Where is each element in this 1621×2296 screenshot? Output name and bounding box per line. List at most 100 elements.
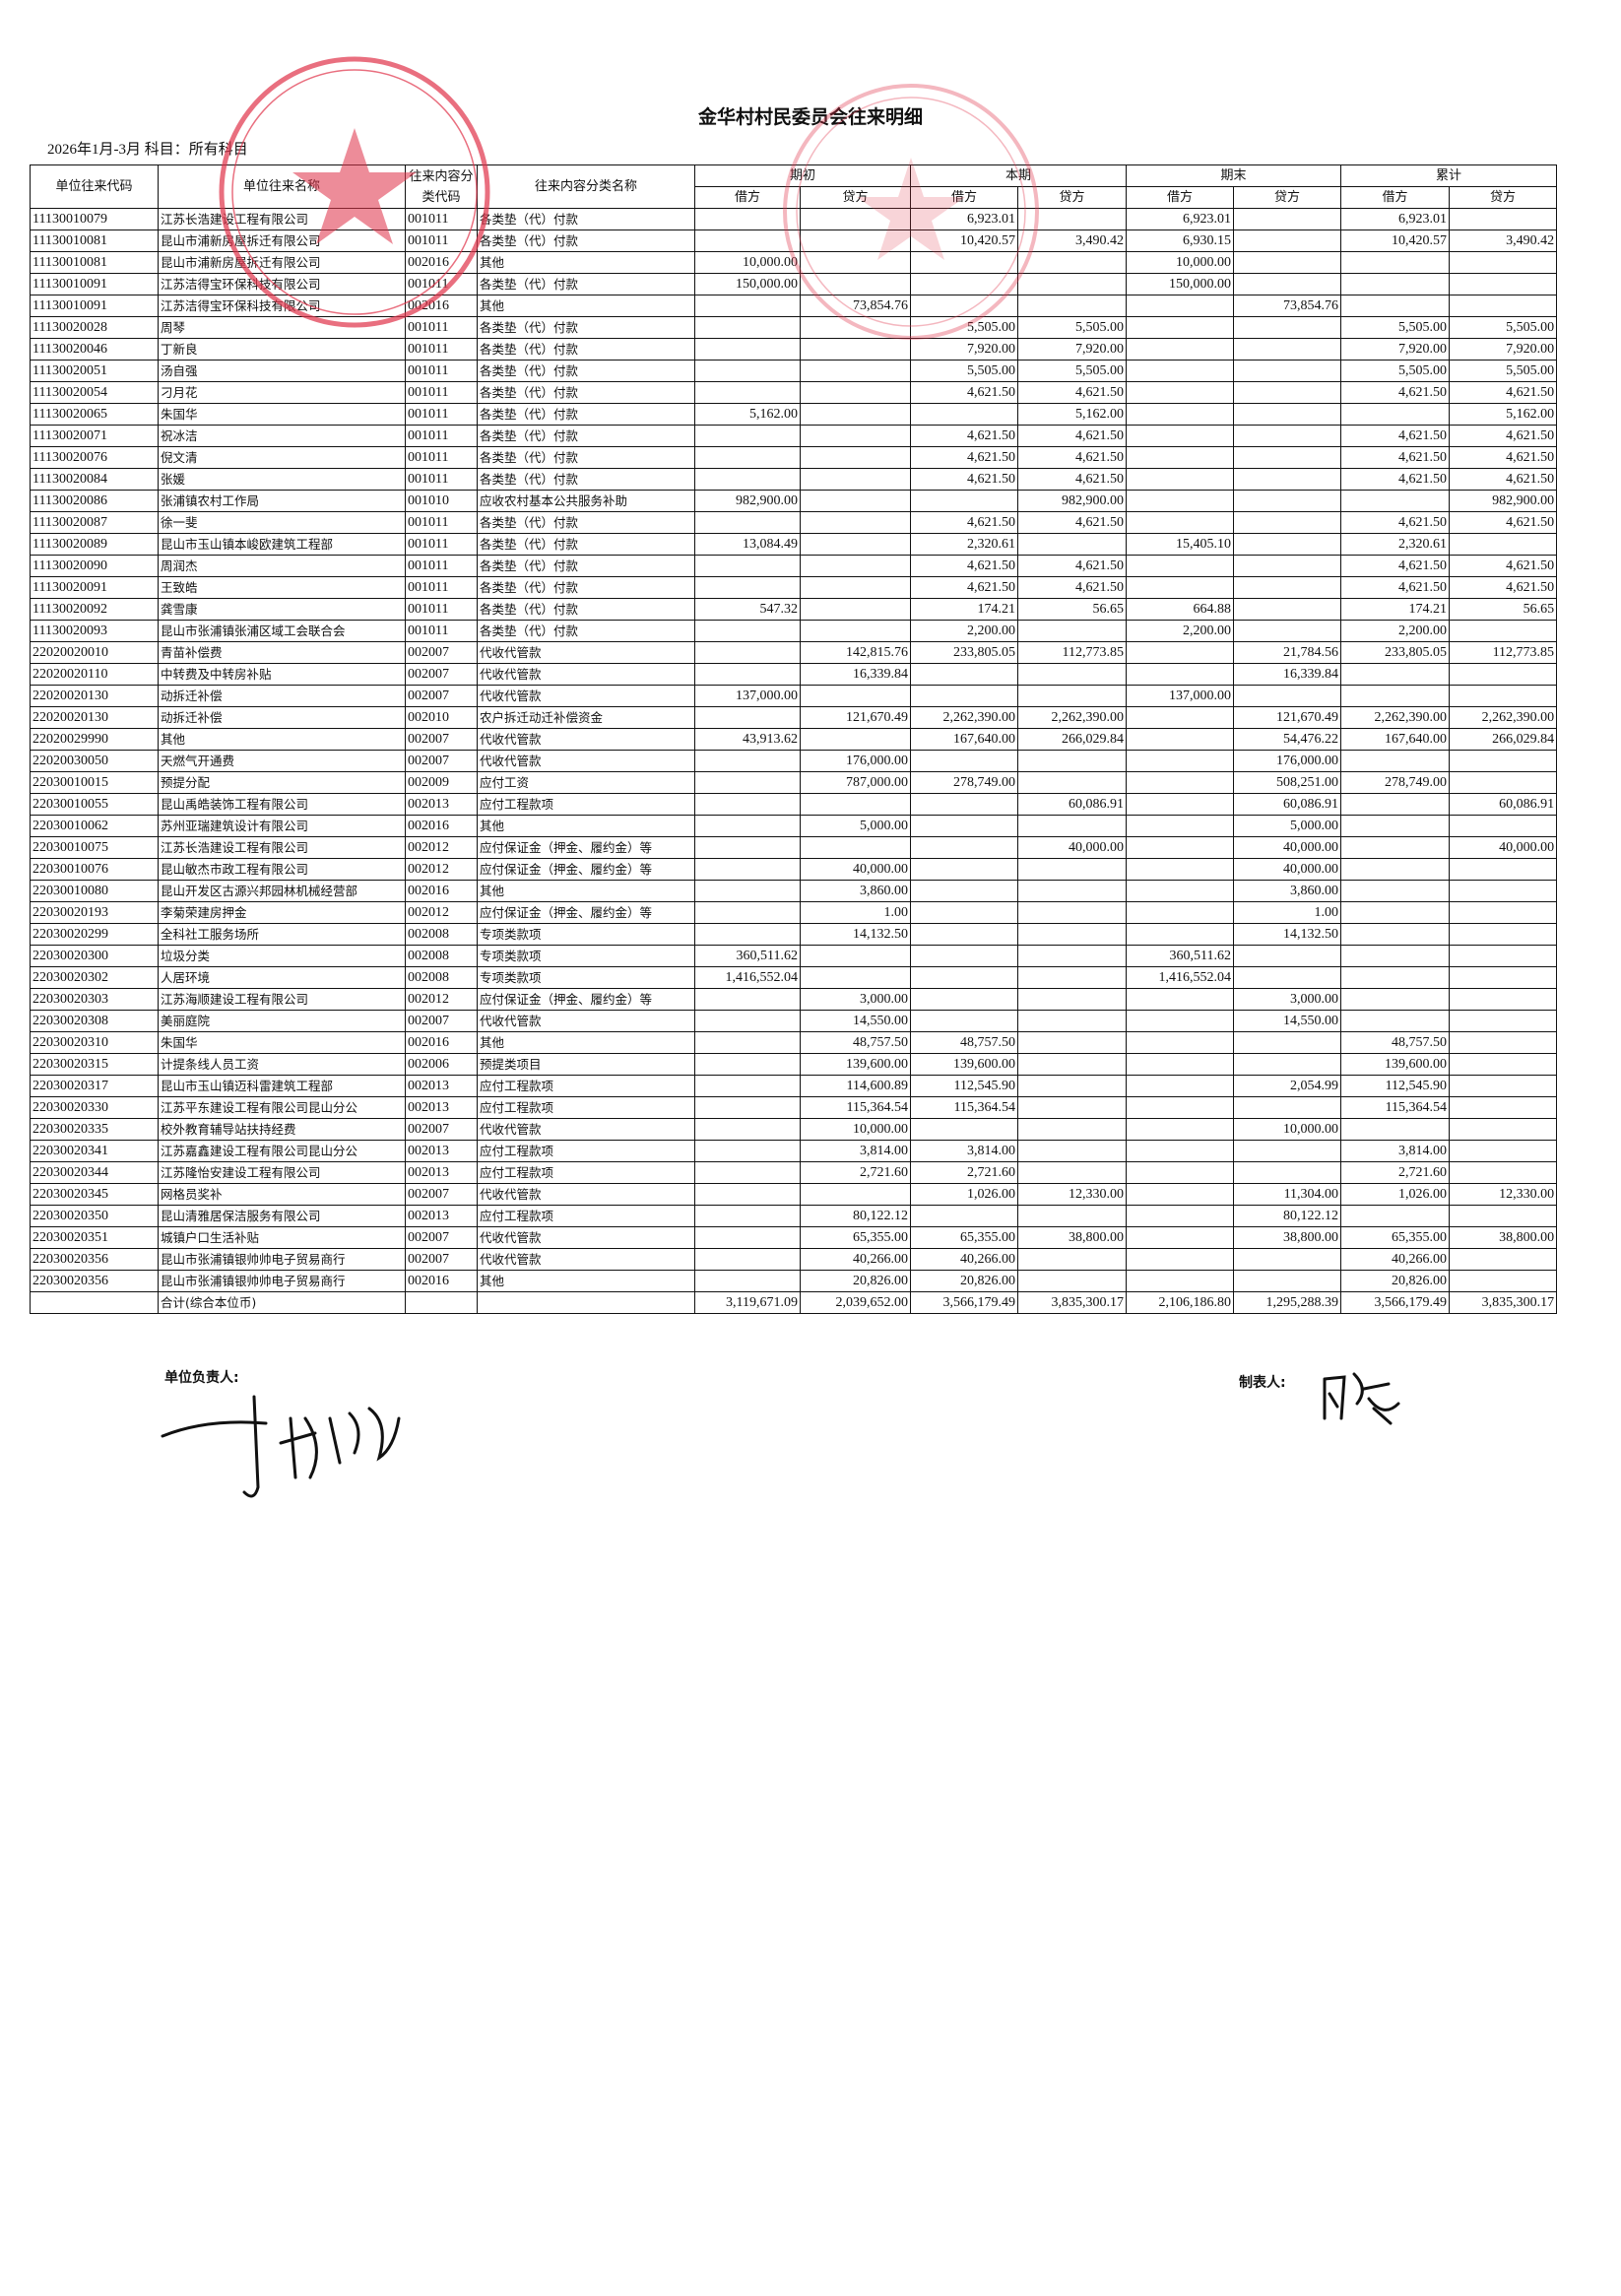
current-credit-cell: 4,621.50 [1017, 511, 1128, 534]
cumulative-debit-cell [1340, 251, 1451, 274]
cumulative-credit-cell [1449, 273, 1558, 295]
category-name-cell: 代收代管款 [477, 1183, 695, 1206]
category-code-cell: 002016 [405, 295, 478, 317]
closing-credit-cell: 3,860.00 [1233, 880, 1342, 902]
current-debit-cell: 2,721.60 [910, 1161, 1019, 1184]
current-debit-cell: 48,757.50 [910, 1031, 1019, 1054]
category-code-cell: 002007 [405, 1248, 478, 1271]
cumulative-credit-cell [1449, 988, 1558, 1011]
opening-credit-cell: 787,000.00 [799, 771, 912, 794]
opening-debit-cell [694, 706, 801, 729]
category-name-cell: 代收代管款 [477, 641, 695, 664]
opening-debit-cell [694, 815, 801, 837]
code-cell: 22030010076 [30, 858, 159, 881]
closing-credit-cell [1233, 533, 1342, 556]
opening-credit-cell: 139,600.00 [799, 1053, 912, 1076]
current-debit-cell: 4,621.50 [910, 468, 1019, 491]
category-name-cell: 应付工程款项 [477, 1075, 695, 1097]
closing-credit-cell [1233, 446, 1342, 469]
category-code-cell: 002013 [405, 1096, 478, 1119]
header-category-code: 往来内容分类代码 [405, 164, 478, 209]
category-name-cell: 各类垫（代）付款 [477, 381, 695, 404]
code-cell: 22030020356 [30, 1270, 159, 1292]
table-row: 22030010055 昆山禹皓装饰工程有限公司 002013 应付工程款项 60,08… [30, 793, 1558, 816]
current-credit-cell [1017, 295, 1128, 317]
current-credit-cell [1017, 771, 1128, 794]
current-debit-cell: 278,749.00 [910, 771, 1019, 794]
opening-debit-cell [694, 641, 801, 664]
current-debit-cell [910, 685, 1019, 707]
current-debit-cell [910, 1010, 1019, 1032]
closing-credit-cell [1233, 403, 1342, 426]
category-name-cell: 其他 [477, 815, 695, 837]
code-cell: 11130020093 [30, 620, 159, 642]
category-code-cell: 001011 [405, 381, 478, 404]
current-credit-cell: 4,621.50 [1017, 555, 1128, 577]
name-cell: 汤自强 [158, 360, 406, 382]
category-code-cell: 001011 [405, 316, 478, 339]
period-subject: 2026年1月-3月 科目：所有科目 [47, 142, 248, 158]
code-cell: 22030020317 [30, 1075, 159, 1097]
cumulative-debit-cell: 4,621.50 [1340, 446, 1451, 469]
category-code-cell: 002013 [405, 1075, 478, 1097]
current-credit-cell: 2,262,390.00 [1017, 706, 1128, 729]
table-row: 11130020076 倪文清 001011 各类垫（代）付款 4,621.50 4,62… [30, 446, 1558, 469]
current-debit-cell: 2,320.61 [910, 533, 1019, 556]
cumulative-debit-cell: 2,320.61 [1340, 533, 1451, 556]
code-cell: 11130020076 [30, 446, 159, 469]
opening-debit-cell [694, 1053, 801, 1076]
name-cell: 天燃气开通费 [158, 750, 406, 772]
opening-debit-cell [694, 1010, 801, 1032]
current-credit-cell: 4,621.50 [1017, 468, 1128, 491]
total-opening-debit: 3,119,671.09 [694, 1291, 801, 1314]
code-cell: 22030020350 [30, 1205, 159, 1227]
current-debit-cell: 4,621.50 [910, 446, 1019, 469]
category-code-cell: 001011 [405, 360, 478, 382]
cumulative-credit-cell: 40,000.00 [1449, 836, 1558, 859]
current-credit-cell [1017, 620, 1128, 642]
cumulative-debit-cell [1340, 1205, 1451, 1227]
current-debit-cell: 5,505.00 [910, 360, 1019, 382]
name-cell: 江苏长浩建设工程有限公司 [158, 836, 406, 859]
cumulative-credit-cell: 3,490.42 [1449, 230, 1558, 252]
opening-credit-cell: 2,721.60 [799, 1161, 912, 1184]
header-debit: 借方 [1340, 186, 1451, 209]
opening-credit-cell: 40,266.00 [799, 1248, 912, 1271]
code-cell: 22030020303 [30, 988, 159, 1011]
closing-credit-cell: 1.00 [1233, 901, 1342, 924]
category-name-cell: 专项类款项 [477, 945, 695, 967]
closing-debit-cell [1126, 1226, 1235, 1249]
current-debit-cell [910, 966, 1019, 989]
category-code-cell: 002012 [405, 988, 478, 1011]
closing-credit-cell [1233, 555, 1342, 577]
cumulative-debit-cell [1340, 685, 1451, 707]
name-cell: 祝冰洁 [158, 425, 406, 447]
header-code: 单位往来代码 [30, 164, 159, 209]
header-group-cumulative: 累计 [1340, 164, 1558, 187]
table-row: 22030020303 江苏海顺建设工程有限公司 002012 应付保证金（押金、履约… [30, 988, 1558, 1011]
category-name-cell: 应付工程款项 [477, 1096, 695, 1119]
closing-debit-cell [1126, 425, 1235, 447]
name-cell: 昆山清雅居保洁服务有限公司 [158, 1205, 406, 1227]
code-cell: 22030020302 [30, 966, 159, 989]
category-code-cell: 001011 [405, 230, 478, 252]
name-cell: 龚雪康 [158, 598, 406, 621]
closing-debit-cell [1126, 836, 1235, 859]
opening-credit-cell [799, 620, 912, 642]
closing-credit-cell: 10,000.00 [1233, 1118, 1342, 1141]
cumulative-debit-cell: 4,621.50 [1340, 381, 1451, 404]
category-name-cell: 各类垫（代）付款 [477, 555, 695, 577]
opening-debit-cell [694, 511, 801, 534]
closing-debit-cell [1126, 1118, 1235, 1141]
category-name-cell: 其他 [477, 251, 695, 274]
total-cumulative-debit: 3,566,179.49 [1340, 1291, 1451, 1314]
opening-credit-cell [799, 316, 912, 339]
cumulative-debit-cell [1340, 945, 1451, 967]
cumulative-credit-cell: 7,920.00 [1449, 338, 1558, 361]
closing-credit-cell: 54,476.22 [1233, 728, 1342, 751]
opening-debit-cell: 43,913.62 [694, 728, 801, 751]
closing-credit-cell [1233, 338, 1342, 361]
current-debit-cell: 4,621.50 [910, 576, 1019, 599]
category-code-cell: 002006 [405, 1053, 478, 1076]
name-cell: 昆山敏杰市政工程有限公司 [158, 858, 406, 881]
